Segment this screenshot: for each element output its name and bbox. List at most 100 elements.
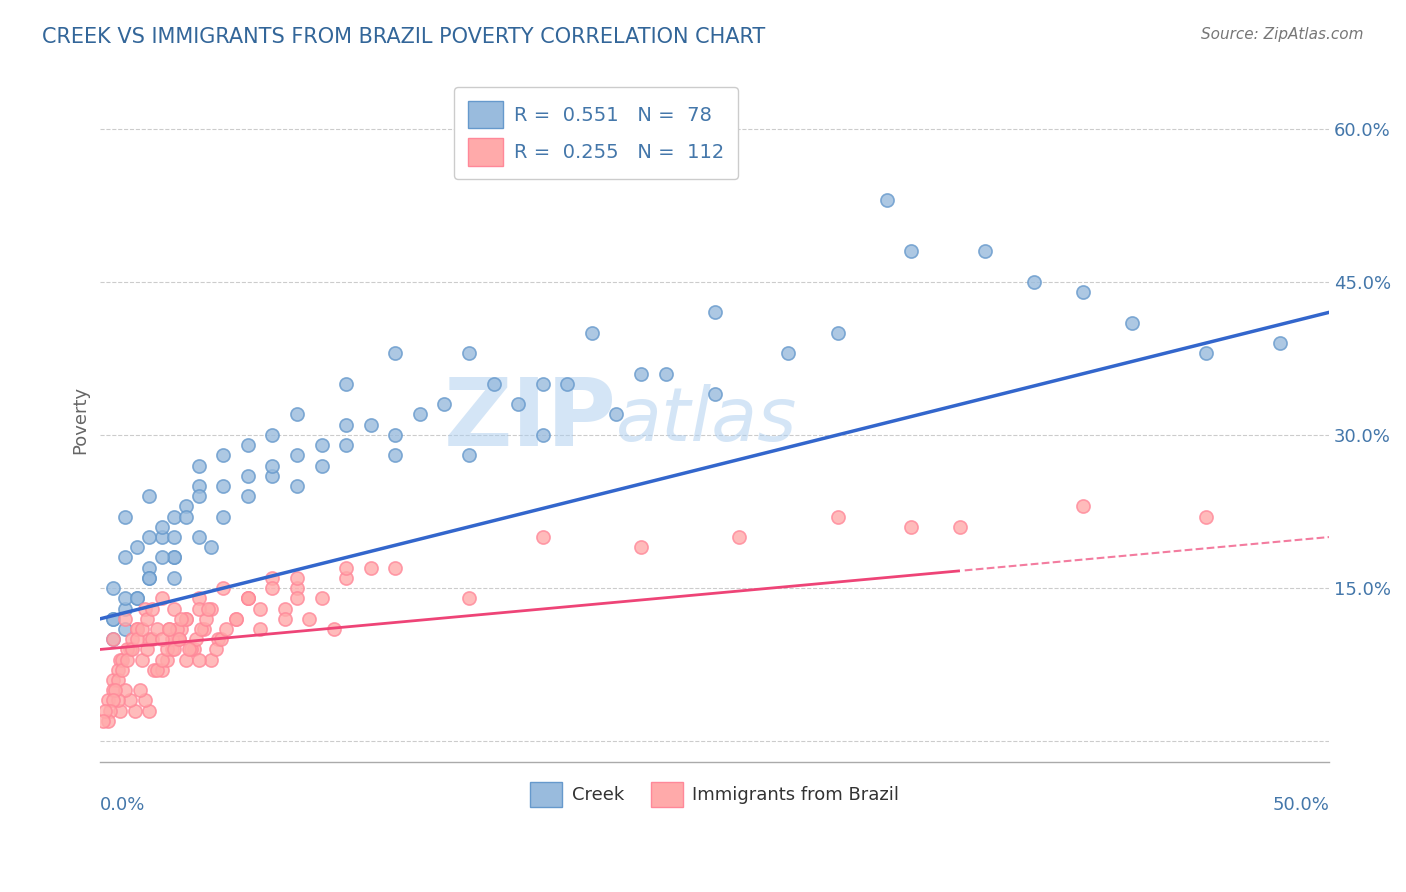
Point (176, 509, 198, 524)
Text: 50.0%: 50.0% (1272, 796, 1329, 814)
Point (900, 244, 922, 258)
Point (1024, 275, 1046, 289)
Point (262, 458, 284, 473)
Point (212, 479, 235, 493)
Point (163, 550, 186, 565)
Point (1268, 336, 1291, 351)
Point (176, 612, 198, 626)
Point (285, 571, 308, 585)
Point (107, 673, 129, 687)
Point (384, 346, 406, 360)
Point (91, 714, 114, 728)
Point (176, 500, 198, 514)
Point (322, 622, 344, 636)
Point (111, 663, 134, 677)
Point (114, 509, 136, 524)
Point (236, 489, 259, 503)
Point (107, 663, 129, 677)
Point (163, 601, 186, 615)
Point (262, 468, 284, 483)
Point (200, 541, 222, 555)
Point (900, 520, 922, 534)
Point (157, 622, 180, 636)
Point (117, 652, 139, 666)
Point (262, 581, 284, 595)
Point (285, 591, 308, 606)
Point (212, 581, 235, 595)
Point (335, 560, 357, 574)
Point (111, 652, 134, 666)
Text: Source: ZipAtlas.com: Source: ZipAtlas.com (1201, 27, 1364, 42)
Point (101, 612, 124, 626)
Point (209, 632, 232, 647)
Point (101, 581, 124, 595)
Point (236, 591, 259, 606)
Point (131, 652, 153, 666)
Point (150, 663, 173, 677)
Point (114, 612, 136, 626)
Point (146, 622, 169, 636)
Point (273, 612, 295, 626)
Point (212, 509, 235, 524)
Point (605, 408, 627, 422)
Point (285, 479, 308, 493)
Point (335, 376, 357, 391)
Point (433, 397, 456, 411)
Point (114, 622, 136, 636)
Point (311, 591, 333, 606)
Point (974, 244, 997, 258)
Point (335, 571, 357, 585)
Point (581, 326, 603, 340)
Point (197, 601, 219, 615)
Point (1071, 285, 1094, 299)
Point (335, 438, 357, 452)
Point (131, 622, 153, 636)
Point (180, 642, 202, 657)
Point (311, 458, 333, 473)
Point (114, 591, 136, 606)
Point (107, 693, 129, 707)
Point (163, 509, 186, 524)
Point (101, 632, 124, 647)
Point (207, 632, 229, 647)
Point (205, 642, 228, 657)
Point (187, 530, 209, 544)
Point (127, 622, 149, 636)
Point (108, 704, 131, 718)
Point (183, 642, 205, 657)
Point (94, 704, 117, 718)
Point (778, 346, 800, 360)
Point (114, 683, 136, 698)
Point (187, 601, 209, 615)
Point (138, 704, 160, 718)
Point (101, 612, 124, 626)
Point (121, 632, 143, 647)
Point (101, 693, 124, 707)
Point (143, 663, 166, 677)
Point (236, 468, 259, 483)
Point (285, 408, 308, 422)
Point (163, 642, 186, 657)
Point (273, 601, 295, 615)
Point (104, 683, 127, 698)
Y-axis label: Poverty: Poverty (72, 385, 89, 454)
Point (127, 632, 149, 647)
Point (531, 376, 554, 391)
Point (170, 622, 193, 636)
Point (949, 520, 972, 534)
Point (163, 550, 186, 565)
Point (150, 652, 173, 666)
Point (262, 428, 284, 442)
Point (630, 367, 652, 381)
Point (150, 591, 173, 606)
Point (186, 632, 208, 647)
Point (101, 632, 124, 647)
Point (1071, 500, 1094, 514)
Point (224, 612, 246, 626)
Text: atlas: atlas (616, 384, 797, 456)
Point (138, 571, 160, 585)
Point (163, 530, 186, 544)
Point (531, 428, 554, 442)
Point (1195, 509, 1218, 524)
Point (212, 448, 235, 462)
